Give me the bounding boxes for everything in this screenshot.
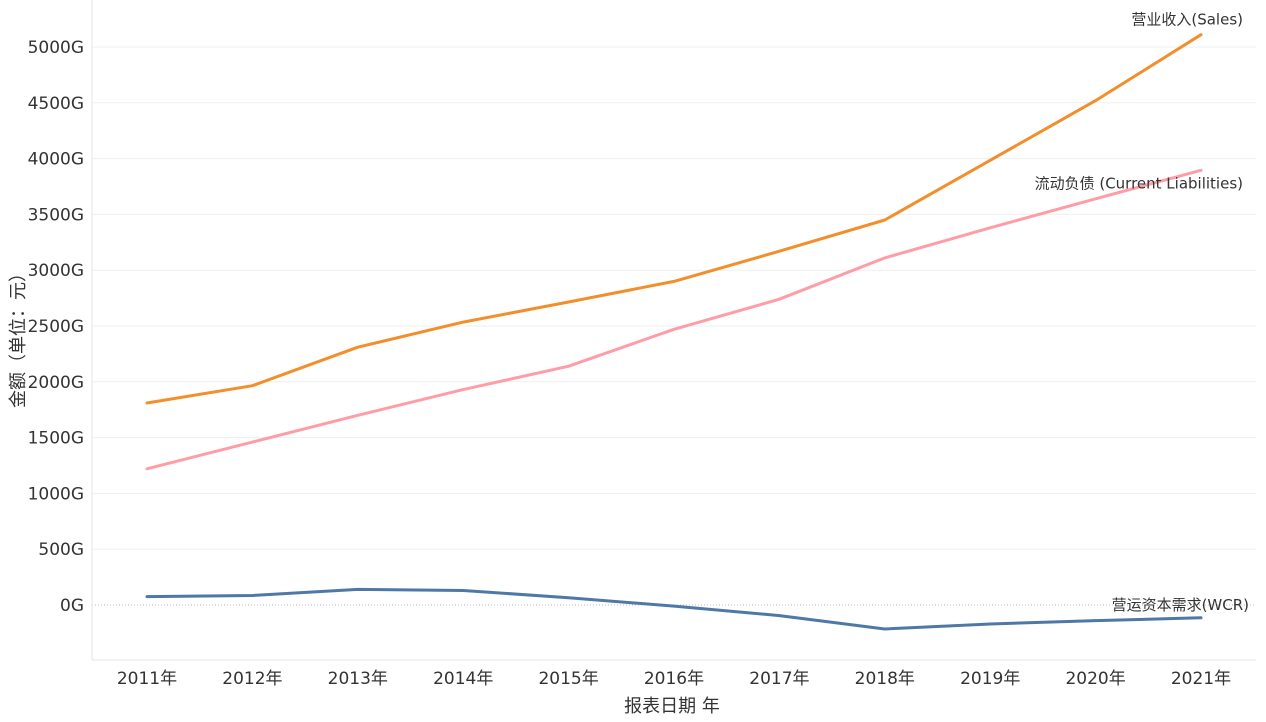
series-line <box>145 587 1203 631</box>
y-axis-title: 金额（单位：元） <box>8 264 29 408</box>
x-axis-title: 报表日期 年 <box>624 696 720 717</box>
series-line <box>145 33 1203 405</box>
x-tick-label: 2019年 <box>960 669 1020 689</box>
y-tick-label: 4500G <box>28 94 84 114</box>
series-label: 营运资本需求(WCR) <box>1112 596 1249 614</box>
y-tick-label: 1000G <box>28 484 84 504</box>
series-labels: 营业收入(Sales) 流动负债 (Current Liabilities) 营运资… <box>1035 11 1249 614</box>
series-line <box>145 168 1203 471</box>
series-label: 流动负债 (Current Liabilities) <box>1035 174 1243 192</box>
x-tick-label: 2011年 <box>117 669 177 689</box>
y-tick-label: 5000G <box>28 38 84 58</box>
y-tick-label: 0G <box>60 596 84 616</box>
y-tick-label: 3000G <box>28 261 84 281</box>
y-tick-label: 4000G <box>28 150 84 170</box>
x-tick-label: 2013年 <box>328 669 388 689</box>
grid-lines <box>92 46 1256 606</box>
x-tick-label: 2021年 <box>1171 669 1231 689</box>
y-tick-label: 2000G <box>28 373 84 393</box>
x-tick-label: 2015年 <box>538 669 598 689</box>
series-label: 营业收入(Sales) <box>1131 11 1243 29</box>
y-tick-label: 3500G <box>28 205 84 225</box>
series-lines <box>145 33 1203 631</box>
x-tick-label: 2012年 <box>222 669 282 689</box>
x-tick-label: 2017年 <box>749 669 809 689</box>
y-tick-label: 2500G <box>28 317 84 337</box>
x-tick-label: 2016年 <box>644 669 704 689</box>
axes: 0G 500G 1000G 1500G 2000G 2500G 3000G 3500G 4000… <box>28 0 1256 689</box>
y-tick-label: 1500G <box>28 429 84 449</box>
x-tick-label: 2018年 <box>855 669 915 689</box>
x-tick-label: 2014年 <box>433 669 493 689</box>
x-tick-label: 2020年 <box>1065 669 1125 689</box>
y-tick-label: 500G <box>38 540 84 560</box>
